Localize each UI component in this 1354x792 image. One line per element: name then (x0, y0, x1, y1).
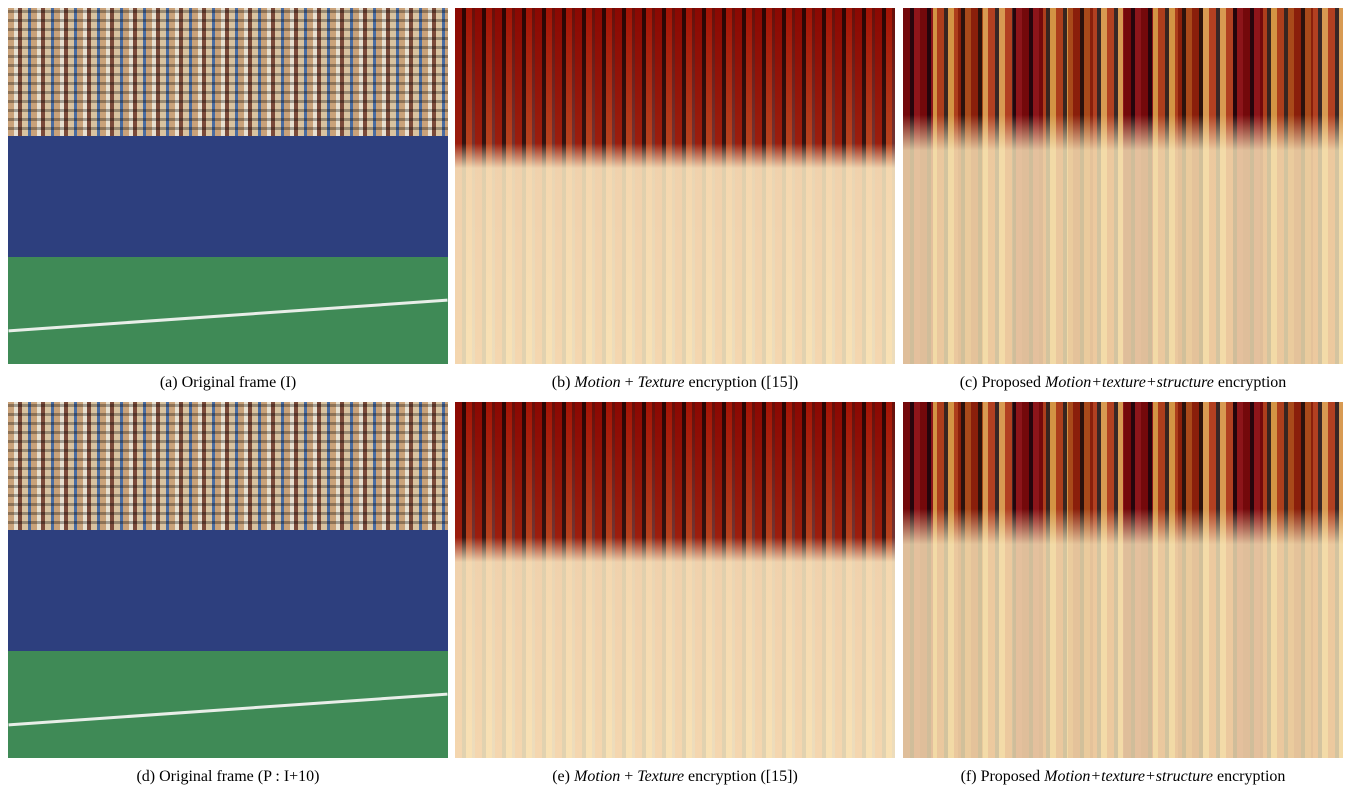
caption-text: (c) Proposed (959, 374, 1046, 391)
caption-text: (a) Original frame (I) (159, 374, 297, 391)
caption-text: + (620, 768, 638, 785)
caption-text: Motion+texture+structure (1045, 374, 1214, 391)
caption: (d) Original frame (P : I+10) (8, 768, 448, 786)
caption: (c) Proposed Motion+texture+structure en… (903, 374, 1343, 392)
figure-panel: (b) Motion + Texture encryption ([15]) (455, 8, 895, 392)
figure-panel: (f) Proposed Motion+texture+structure en… (903, 402, 1343, 786)
caption-text: Texture (637, 768, 685, 785)
caption-text: (e) (552, 768, 574, 785)
figure-panel: (a) Original frame (I) (8, 8, 448, 392)
caption: (e) Motion + Texture encryption ([15]) (455, 768, 895, 786)
caption-text: encryption ([15]) (684, 768, 798, 785)
caption-text: Texture (637, 374, 685, 391)
frame-image (8, 8, 448, 364)
figure-panel: (e) Motion + Texture encryption ([15]) (455, 402, 895, 786)
caption: (b) Motion + Texture encryption ([15]) (455, 374, 895, 392)
caption-text: Motion (574, 374, 621, 391)
figure-panel: (c) Proposed Motion+texture+structure en… (903, 8, 1343, 392)
frame-image (455, 8, 895, 364)
frame-image (903, 8, 1343, 364)
caption-text: Motion (573, 768, 621, 785)
caption: (a) Original frame (I) (8, 374, 448, 392)
figure-panel: (d) Original frame (P : I+10) (8, 402, 448, 786)
frame-image (8, 402, 448, 758)
frame-image (455, 402, 895, 758)
caption-text: encryption (1212, 768, 1286, 785)
caption-text: (d) Original frame (P : I+10) (136, 768, 320, 785)
caption-text: + (620, 374, 638, 391)
caption: (f) Proposed Motion+texture+structure en… (903, 768, 1343, 786)
frame-image (903, 402, 1343, 758)
caption-text: encryption (1213, 374, 1287, 391)
caption-text: Motion+texture+structure (1044, 768, 1213, 785)
caption-text: (f) Proposed (960, 768, 1045, 785)
caption-text: (b) (551, 374, 575, 391)
caption-text: encryption ([15]) (684, 374, 799, 391)
